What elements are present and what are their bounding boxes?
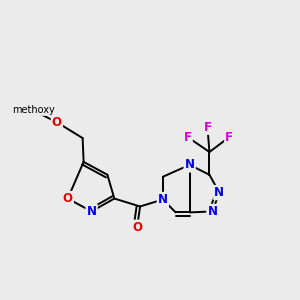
Text: F: F: [184, 130, 192, 144]
Text: F: F: [225, 130, 233, 144]
Text: N: N: [86, 205, 97, 218]
Text: N: N: [214, 186, 224, 199]
Text: N: N: [207, 205, 218, 218]
Text: N: N: [184, 158, 195, 171]
Text: N: N: [158, 193, 168, 206]
Text: F: F: [203, 121, 211, 134]
Text: O: O: [52, 116, 62, 129]
Text: O: O: [132, 221, 142, 234]
Text: O: O: [63, 192, 73, 205]
Text: methoxy: methoxy: [12, 105, 55, 116]
